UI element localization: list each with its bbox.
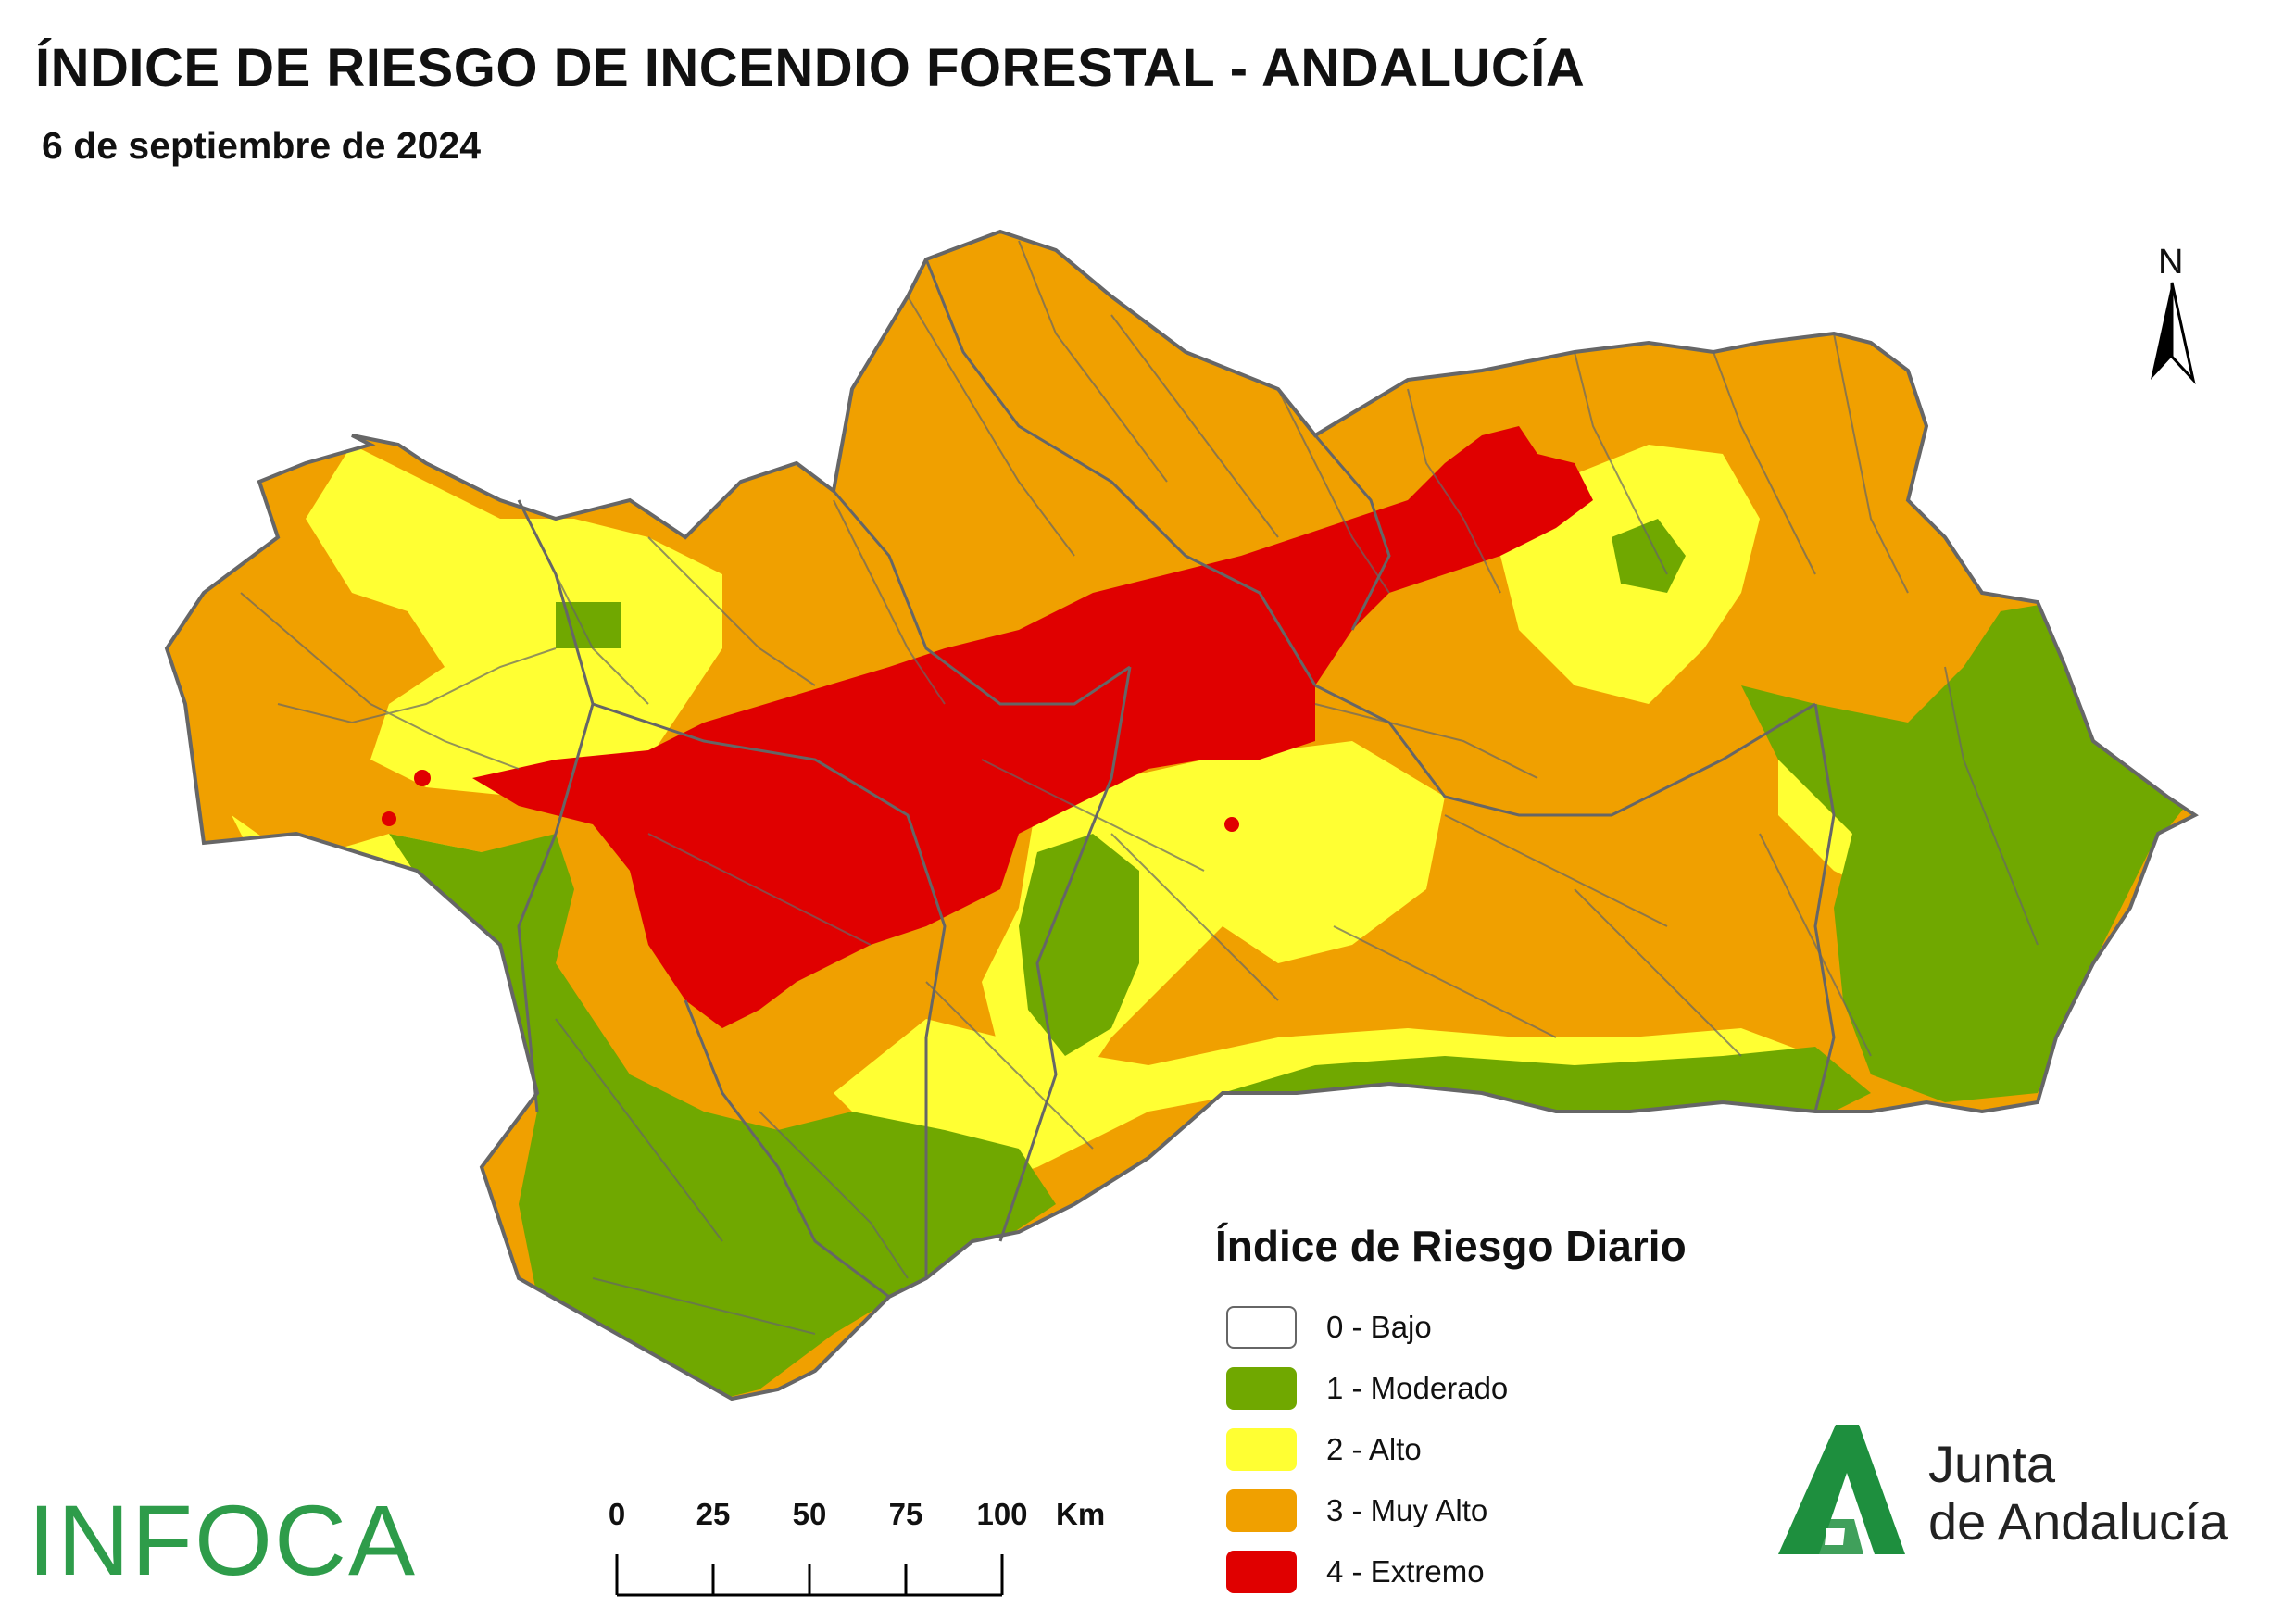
scale-unit-label: Km xyxy=(1056,1497,1106,1531)
risk-spot-extremo-3 xyxy=(1224,817,1239,832)
scale-bar-line xyxy=(615,1554,1004,1597)
risk-zone-alto-south-coast xyxy=(834,1019,1815,1186)
risk-zone-moderado-huelva-north xyxy=(556,602,621,648)
legend-swatch-moderado xyxy=(1226,1367,1297,1410)
risk-spot-extremo-1 xyxy=(414,770,431,786)
risk-zone-moderado-almeria xyxy=(1741,602,2186,1102)
legend-label: 1 - Moderado xyxy=(1326,1371,1509,1405)
provincial-boundaries xyxy=(517,258,1836,1299)
legend-label: 0 - Bajo xyxy=(1326,1310,1432,1344)
legend-swatch-alto xyxy=(1226,1428,1297,1471)
north-arrow-icon xyxy=(2151,282,2196,385)
junta-andalucia-logo: Junta de Andalucía xyxy=(1771,1415,2271,1564)
legend-item-bajo: 0 - Bajo xyxy=(1215,1297,1808,1358)
infoca-logo: INFOCA xyxy=(28,1484,418,1596)
scale-tick-label: 100 xyxy=(976,1497,1028,1531)
andalucia-outline xyxy=(164,229,2199,1401)
legend-swatch-bajo xyxy=(1226,1306,1297,1349)
risk-zone-moderado-huelva-cadiz xyxy=(389,834,1056,1399)
legend: Índice de Riesgo Diario 0 - Bajo 1 - Mod… xyxy=(1215,1221,1808,1602)
scale-tick-label: 0 xyxy=(608,1497,626,1531)
municipal-boundaries xyxy=(240,240,2039,1335)
risk-zone-extremo xyxy=(472,426,1593,1028)
map-date: 6 de septiembre de 2024 xyxy=(42,124,482,167)
scale-tick-label: 50 xyxy=(792,1497,827,1531)
legend-item-extremo: 4 - Extremo xyxy=(1215,1541,1808,1602)
legend-label: 3 - Muy Alto xyxy=(1326,1493,1488,1527)
legend-item-alto: 2 - Alto xyxy=(1215,1419,1808,1480)
scale-tick-label: 25 xyxy=(696,1497,731,1531)
legend-label: 2 - Alto xyxy=(1326,1432,1422,1466)
risk-spot-extremo-2 xyxy=(382,811,396,826)
junta-logo-line2: de Andalucía xyxy=(1928,1492,2228,1551)
scale-tick-label: 75 xyxy=(888,1497,923,1531)
junta-logo-line1: Junta xyxy=(1928,1435,2055,1493)
legend-swatch-extremo xyxy=(1226,1551,1297,1593)
risk-zone-moderado-malaga xyxy=(1019,834,1139,1056)
legend-title: Índice de Riesgo Diario xyxy=(1215,1222,1687,1270)
scale-bar: 0 25 50 75 100 Km xyxy=(593,1497,1105,1599)
legend-item-moderado: 1 - Moderado xyxy=(1215,1358,1808,1419)
map-title: ÍNDICE DE RIESGO DE INCENDIO FORESTAL - … xyxy=(35,38,1586,98)
north-arrow-label: N xyxy=(2158,243,2184,282)
legend-label: 4 - Extremo xyxy=(1326,1554,1485,1589)
junta-emblem-icon xyxy=(1778,1425,1905,1554)
legend-swatch-muy-alto xyxy=(1226,1489,1297,1532)
legend-item-muy-alto: 3 - Muy Alto xyxy=(1215,1480,1808,1541)
